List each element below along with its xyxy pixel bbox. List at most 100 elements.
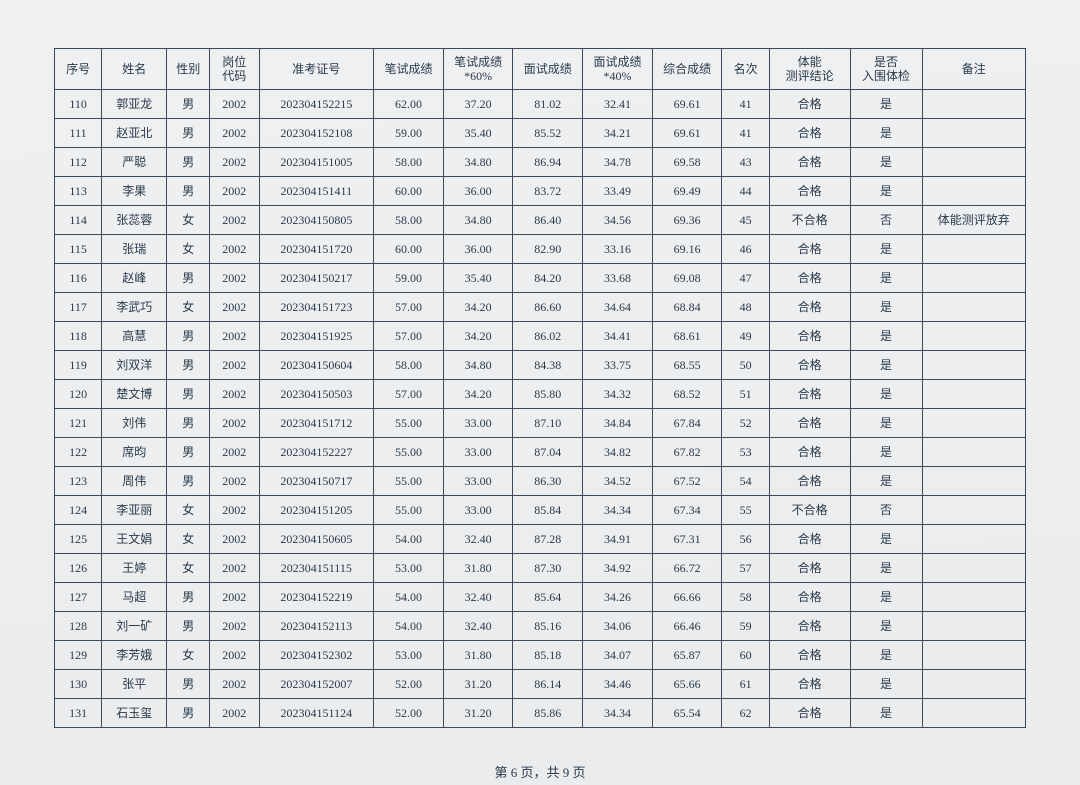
table-cell: 合格 [769, 293, 850, 322]
table-cell: 男 [167, 322, 210, 351]
table-cell: 66.46 [652, 612, 722, 641]
table-cell: 刘双洋 [102, 351, 167, 380]
table-cell: 是 [850, 235, 922, 264]
table-cell: 否 [850, 496, 922, 525]
table-cell: 83.72 [513, 177, 583, 206]
table-cell: 87.10 [513, 409, 583, 438]
table-row: 115张瑞女200220230415172060.0036.0082.9033.… [55, 235, 1026, 264]
table-cell [922, 322, 1026, 351]
table-cell: 41 [722, 90, 769, 119]
table-cell: 合格 [769, 119, 850, 148]
col-header-1: 姓名 [102, 49, 167, 90]
col-header-8: 面试成绩*40% [583, 49, 653, 90]
table-row: 122席昀男200220230415222755.0033.0087.0434.… [55, 438, 1026, 467]
table-cell: 合格 [769, 641, 850, 670]
table-cell: 58 [722, 583, 769, 612]
table-cell: 58.00 [374, 351, 444, 380]
table-cell: 85.86 [513, 699, 583, 728]
table-cell: 是 [850, 177, 922, 206]
table-cell: 34.32 [583, 380, 653, 409]
table-cell [922, 351, 1026, 380]
table-cell: 34.20 [443, 293, 513, 322]
table-cell: 34.84 [583, 409, 653, 438]
table-cell: 2002 [210, 438, 259, 467]
table-cell: 31.20 [443, 670, 513, 699]
table-cell: 李武巧 [102, 293, 167, 322]
table-cell: 合格 [769, 235, 850, 264]
table-cell: 45 [722, 206, 769, 235]
table-cell: 52.00 [374, 699, 444, 728]
table-cell: 33.16 [583, 235, 653, 264]
table-cell [922, 554, 1026, 583]
table-cell: 47 [722, 264, 769, 293]
table-cell [922, 409, 1026, 438]
table-cell: 51 [722, 380, 769, 409]
table-cell [922, 119, 1026, 148]
table-cell [922, 496, 1026, 525]
table-cell: 60.00 [374, 235, 444, 264]
table-cell: 34.82 [583, 438, 653, 467]
table-cell: 女 [167, 554, 210, 583]
table-cell: 31.20 [443, 699, 513, 728]
table-cell: 席昀 [102, 438, 167, 467]
table-cell: 129 [55, 641, 102, 670]
table-cell: 202304150217 [259, 264, 374, 293]
table-row: 125王文娟女200220230415060554.0032.4087.2834… [55, 525, 1026, 554]
table-cell: 52.00 [374, 670, 444, 699]
table-cell: 54.00 [374, 525, 444, 554]
table-cell: 202304150604 [259, 351, 374, 380]
table-cell: 是 [850, 612, 922, 641]
table-cell: 202304150503 [259, 380, 374, 409]
table-cell: 54.00 [374, 583, 444, 612]
table-cell: 合格 [769, 525, 850, 554]
table-cell: 84.38 [513, 351, 583, 380]
table-cell: 57.00 [374, 322, 444, 351]
table-cell: 李果 [102, 177, 167, 206]
col-header-6: 笔试成绩*60% [443, 49, 513, 90]
table-cell: 60 [722, 641, 769, 670]
table-cell: 33.68 [583, 264, 653, 293]
table-cell: 65.66 [652, 670, 722, 699]
table-cell: 81.02 [513, 90, 583, 119]
table-cell: 58.00 [374, 206, 444, 235]
table-cell: 李亚丽 [102, 496, 167, 525]
table-cell: 53.00 [374, 554, 444, 583]
table-cell: 李芳娥 [102, 641, 167, 670]
table-cell: 68.52 [652, 380, 722, 409]
table-cell: 是 [850, 293, 922, 322]
table-cell: 合格 [769, 90, 850, 119]
table-row: 119刘双洋男200220230415060458.0034.8084.3833… [55, 351, 1026, 380]
table-cell: 62 [722, 699, 769, 728]
table-row: 127马超男200220230415221954.0032.4085.6434.… [55, 583, 1026, 612]
table-cell: 合格 [769, 177, 850, 206]
table-cell: 合格 [769, 670, 850, 699]
table-cell: 34.41 [583, 322, 653, 351]
table-row: 130张平男200220230415200752.0031.2086.1434.… [55, 670, 1026, 699]
table-cell: 是 [850, 641, 922, 670]
table-cell: 68.61 [652, 322, 722, 351]
table-cell: 68.55 [652, 351, 722, 380]
table-cell [922, 264, 1026, 293]
table-cell: 202304152215 [259, 90, 374, 119]
table-cell: 女 [167, 525, 210, 554]
table-cell: 202304151115 [259, 554, 374, 583]
table-cell: 王文娟 [102, 525, 167, 554]
table-cell: 郭亚龙 [102, 90, 167, 119]
table-cell [922, 670, 1026, 699]
table-cell: 114 [55, 206, 102, 235]
table-cell [922, 148, 1026, 177]
table-cell: 赵峰 [102, 264, 167, 293]
table-cell: 2002 [210, 467, 259, 496]
table-cell: 59 [722, 612, 769, 641]
table-cell: 202304151723 [259, 293, 374, 322]
table-cell: 69.58 [652, 148, 722, 177]
table-cell: 2002 [210, 351, 259, 380]
table-cell: 2002 [210, 148, 259, 177]
table-cell: 刘一矿 [102, 612, 167, 641]
table-cell: 男 [167, 438, 210, 467]
table-cell: 男 [167, 467, 210, 496]
table-row: 116赵峰男200220230415021759.0035.4084.2033.… [55, 264, 1026, 293]
table-cell: 2002 [210, 583, 259, 612]
table-row: 113李果男200220230415141160.0036.0083.7233.… [55, 177, 1026, 206]
table-cell: 合格 [769, 554, 850, 583]
